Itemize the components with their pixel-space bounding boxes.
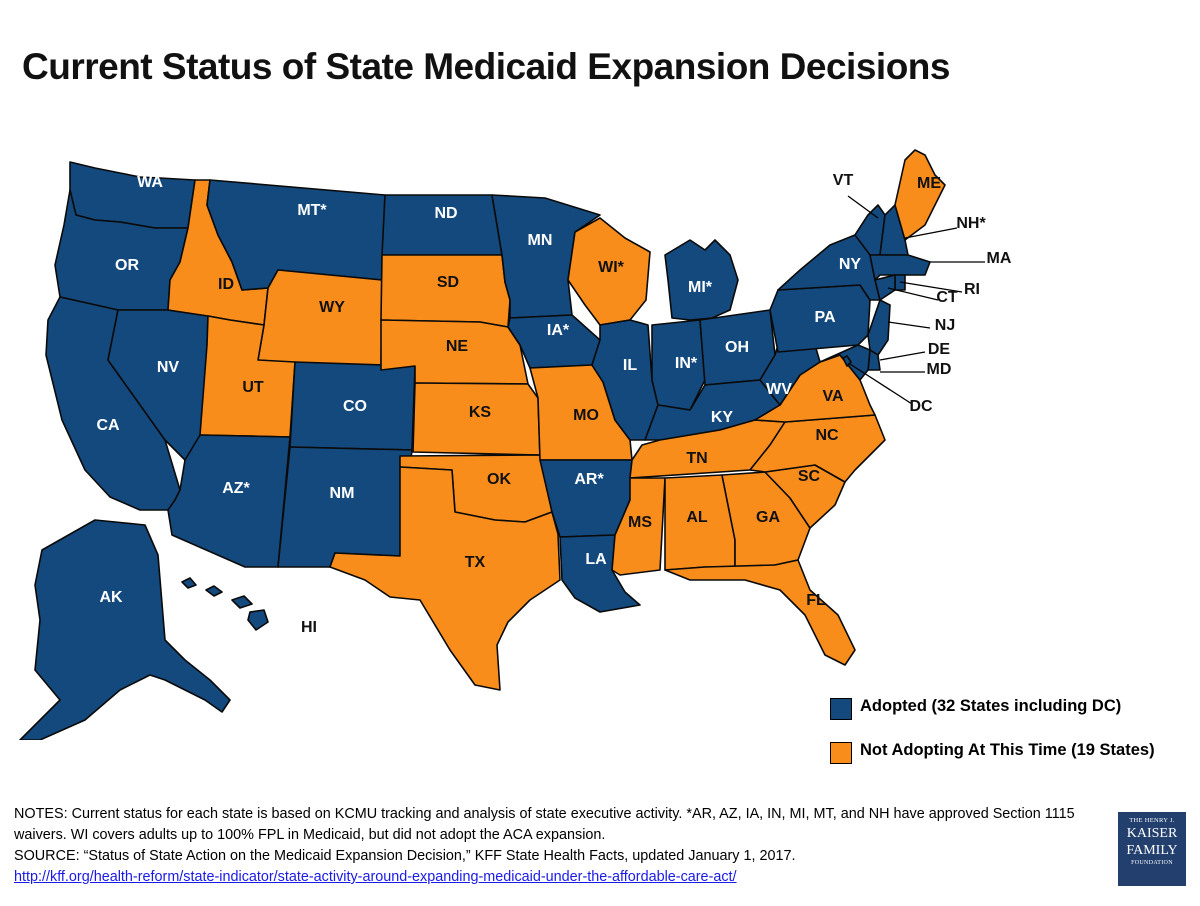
label-leader-line <box>899 281 963 293</box>
state-label-mo: MO <box>573 407 599 424</box>
state-label-pa: PA <box>814 309 835 326</box>
state-label-md: MD <box>927 361 952 378</box>
state-wy <box>257 269 383 371</box>
legend-label-not-adopting: Not Adopting At This Time (19 States) <box>860 741 1155 759</box>
logo-line-4: FOUNDATION <box>1131 860 1173 866</box>
state-label-la: LA <box>585 551 607 568</box>
state-label-dc: DC <box>909 398 933 415</box>
logo-line-3: FAMILY <box>1126 843 1178 858</box>
state-dc <box>842 355 852 367</box>
state-label-ok: OK <box>487 471 511 488</box>
state-label-id: ID <box>218 276 234 293</box>
legend-label-adopted: Adopted (32 States including DC) <box>860 697 1122 715</box>
state-label-ms: MS <box>628 514 652 531</box>
state-label-nd: ND <box>434 205 457 222</box>
state-fl <box>664 559 856 666</box>
state-label-ar: AR* <box>574 471 604 488</box>
label-leader-line <box>887 321 931 329</box>
kff-logo: THE HENRY J. KAISER FAMILY FOUNDATION <box>1118 812 1186 886</box>
state-label-ks: KS <box>469 404 492 421</box>
state-label-ct: CT <box>936 289 958 306</box>
state-label-mn: MN <box>528 232 553 249</box>
label-leader-line <box>849 363 913 405</box>
state-label-ma: MA <box>987 250 1012 267</box>
state-label-sd: SD <box>437 274 459 291</box>
notes-text: NOTES: Current status for each state is … <box>14 806 1075 843</box>
state-label-ny: NY <box>839 256 862 273</box>
state-wi <box>567 217 651 326</box>
state-label-va: VA <box>822 388 843 405</box>
state-label-nv: NV <box>157 359 180 376</box>
state-label-oh: OH <box>725 339 749 356</box>
state-ms <box>611 477 666 576</box>
state-hi <box>181 577 269 631</box>
state-label-co: CO <box>343 398 367 415</box>
state-label-wy: WY <box>319 299 345 316</box>
state-me <box>894 149 946 241</box>
state-label-tx: TX <box>465 554 486 571</box>
state-label-wi: WI* <box>598 259 625 276</box>
state-label-ca: CA <box>96 417 120 434</box>
state-label-nj: NJ <box>935 317 955 334</box>
state-mi <box>664 239 739 321</box>
us-medicaid-map: WA OR CA NV ID MT* WY UT AZ* CO NM ND SD NE KS OK TX MN IA… <box>19 149 1012 740</box>
state-nd <box>381 194 503 256</box>
state-ak <box>19 519 231 740</box>
legend-swatch-not-adopting <box>830 742 852 764</box>
label-leader-line <box>879 351 926 361</box>
state-label-or: OR <box>115 257 139 274</box>
label-leader-line <box>904 227 958 239</box>
state-label-hi: HI <box>301 619 317 636</box>
label-leader-line <box>887 287 939 301</box>
state-nm <box>277 446 413 568</box>
state-label-ga: GA <box>756 509 780 526</box>
state-label-me: ME <box>917 175 941 192</box>
state-label-ne: NE <box>446 338 469 355</box>
label-leader-line <box>847 195 879 219</box>
state-sd <box>380 254 511 328</box>
source-text: SOURCE: “Status of State Action on the M… <box>14 848 796 864</box>
state-label-sc: SC <box>798 468 821 485</box>
state-label-wv: WV <box>766 381 792 398</box>
state-nh <box>879 204 909 256</box>
state-label-ak: AK <box>99 589 123 606</box>
legend-swatch-adopted <box>830 698 852 720</box>
state-label-nm: NM <box>330 485 355 502</box>
state-label-ia: IA* <box>547 322 570 339</box>
state-label-mt: MT* <box>297 202 327 219</box>
state-label-il: IL <box>623 357 637 374</box>
state-label-nh: NH* <box>956 215 986 232</box>
state-nj <box>867 299 891 356</box>
state-label-vt: VT <box>833 172 854 189</box>
state-label-wa: WA <box>137 174 163 191</box>
state-label-fl: FL <box>806 592 826 609</box>
state-tx <box>329 466 561 691</box>
logo-line-1: THE HENRY J. <box>1129 817 1175 824</box>
state-label-az: AZ* <box>222 480 250 497</box>
state-label-de: DE <box>928 341 951 358</box>
state-label-in: IN* <box>675 355 698 372</box>
notes-section: NOTES: Current status for each state is … <box>14 804 1094 888</box>
state-label-mi: MI* <box>688 279 713 296</box>
state-md <box>819 344 871 381</box>
state-label-al: AL <box>686 509 708 526</box>
state-label-ky: KY <box>711 409 734 426</box>
state-nc <box>749 414 886 483</box>
state-label-ut: UT <box>242 379 264 396</box>
state-label-nc: NC <box>815 427 839 444</box>
state-label-ri: RI <box>964 281 980 298</box>
page-title: Current Status of State Medicaid Expansi… <box>22 46 950 87</box>
source-link[interactable]: http://kff.org/health-reform/state-indic… <box>14 869 737 885</box>
state-label-tn: TN <box>686 450 707 467</box>
state-il <box>591 319 659 441</box>
logo-line-2: KAISER <box>1126 826 1178 841</box>
